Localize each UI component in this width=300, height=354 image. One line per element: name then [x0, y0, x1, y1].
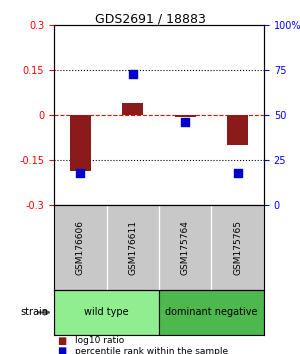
- Point: [183, 119, 188, 125]
- Bar: [122, 103, 143, 115]
- Text: ■: ■: [57, 336, 66, 346]
- Text: GSM176611: GSM176611: [128, 220, 137, 275]
- Bar: [54, 290, 159, 335]
- Text: GSM175765: GSM175765: [233, 220, 242, 275]
- Bar: [70, 115, 91, 171]
- Point: [130, 71, 135, 76]
- Bar: [227, 115, 248, 145]
- Bar: [159, 290, 264, 335]
- Text: log10 ratio: log10 ratio: [75, 336, 124, 345]
- Text: wild type: wild type: [84, 307, 129, 318]
- Text: GDS2691 / 18883: GDS2691 / 18883: [94, 12, 206, 25]
- Point: [78, 170, 83, 176]
- Text: ■: ■: [57, 346, 66, 354]
- Bar: [175, 115, 196, 116]
- Text: GSM176606: GSM176606: [76, 220, 85, 275]
- Text: strain: strain: [20, 307, 48, 318]
- Point: [235, 170, 240, 176]
- Text: percentile rank within the sample: percentile rank within the sample: [75, 347, 228, 354]
- Text: dominant negative: dominant negative: [165, 307, 258, 318]
- Text: GSM175764: GSM175764: [181, 220, 190, 275]
